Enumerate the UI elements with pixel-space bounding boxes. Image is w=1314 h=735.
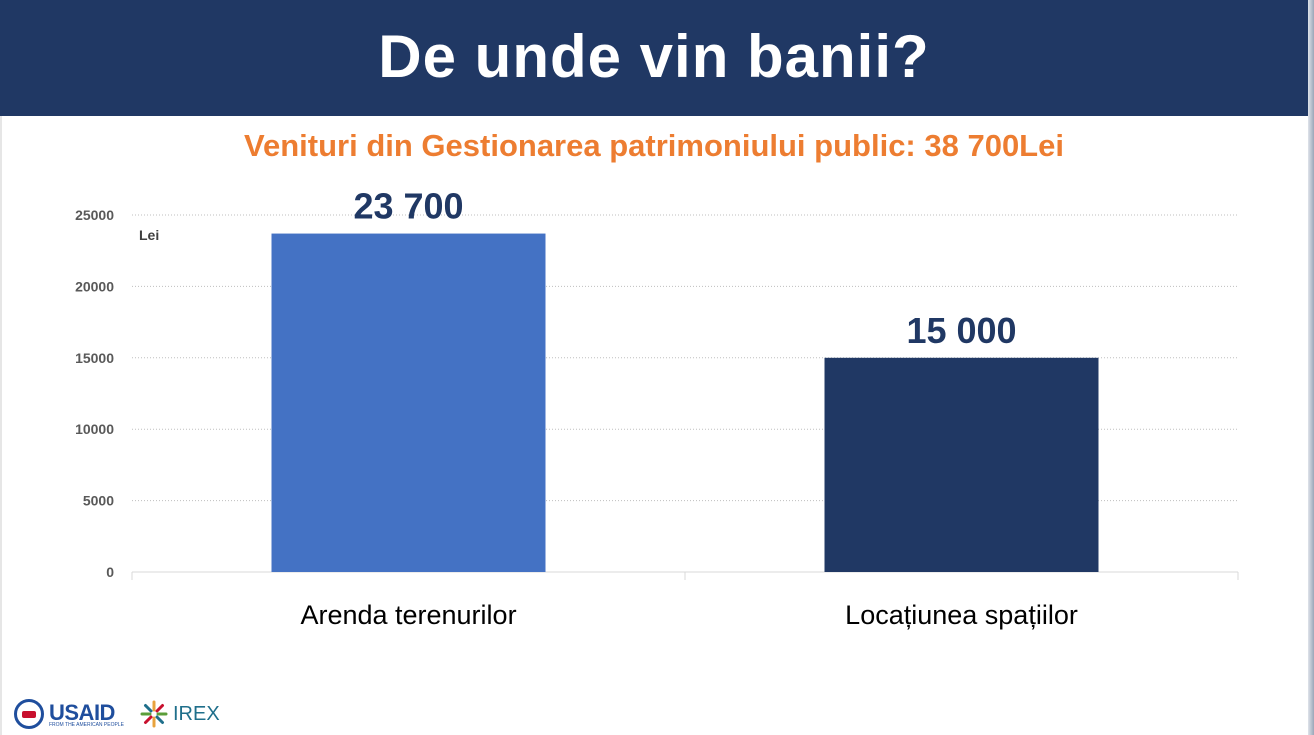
y-tick-label: 25000 — [75, 207, 114, 223]
bar-1 — [271, 233, 546, 572]
usaid-seal-icon — [14, 699, 44, 729]
right-edge-shadow — [1308, 0, 1314, 735]
usaid-logo: USAID — [49, 700, 115, 725]
data-label: 23 700 — [353, 186, 463, 227]
x-tick-label: Arenda terenurilor — [300, 600, 516, 630]
y-tick-label: 5000 — [83, 493, 114, 509]
header-banner: De unde vin banii? — [0, 0, 1308, 116]
left-edge-border — [0, 116, 2, 735]
chart-title: Venituri din Gestionarea patrimoniului p… — [244, 128, 1064, 163]
irex-logo: IREX — [173, 703, 220, 725]
y-tick-label: 15000 — [75, 350, 114, 366]
y-tick-label: 0 — [106, 564, 114, 580]
data-label: 15 000 — [906, 310, 1016, 351]
y-axis-label: Lei — [139, 227, 159, 243]
x-tick-label: Locațiunea spațiilor — [845, 600, 1078, 630]
irex-mark-icon — [140, 700, 168, 728]
y-tick-label: 10000 — [75, 421, 114, 437]
bar-2 — [824, 357, 1099, 572]
y-tick-label: 20000 — [75, 278, 114, 294]
page-title: De unde vin banii? — [378, 22, 930, 90]
usaid-tagline: FROM THE AMERICAN PEOPLE — [49, 722, 124, 728]
